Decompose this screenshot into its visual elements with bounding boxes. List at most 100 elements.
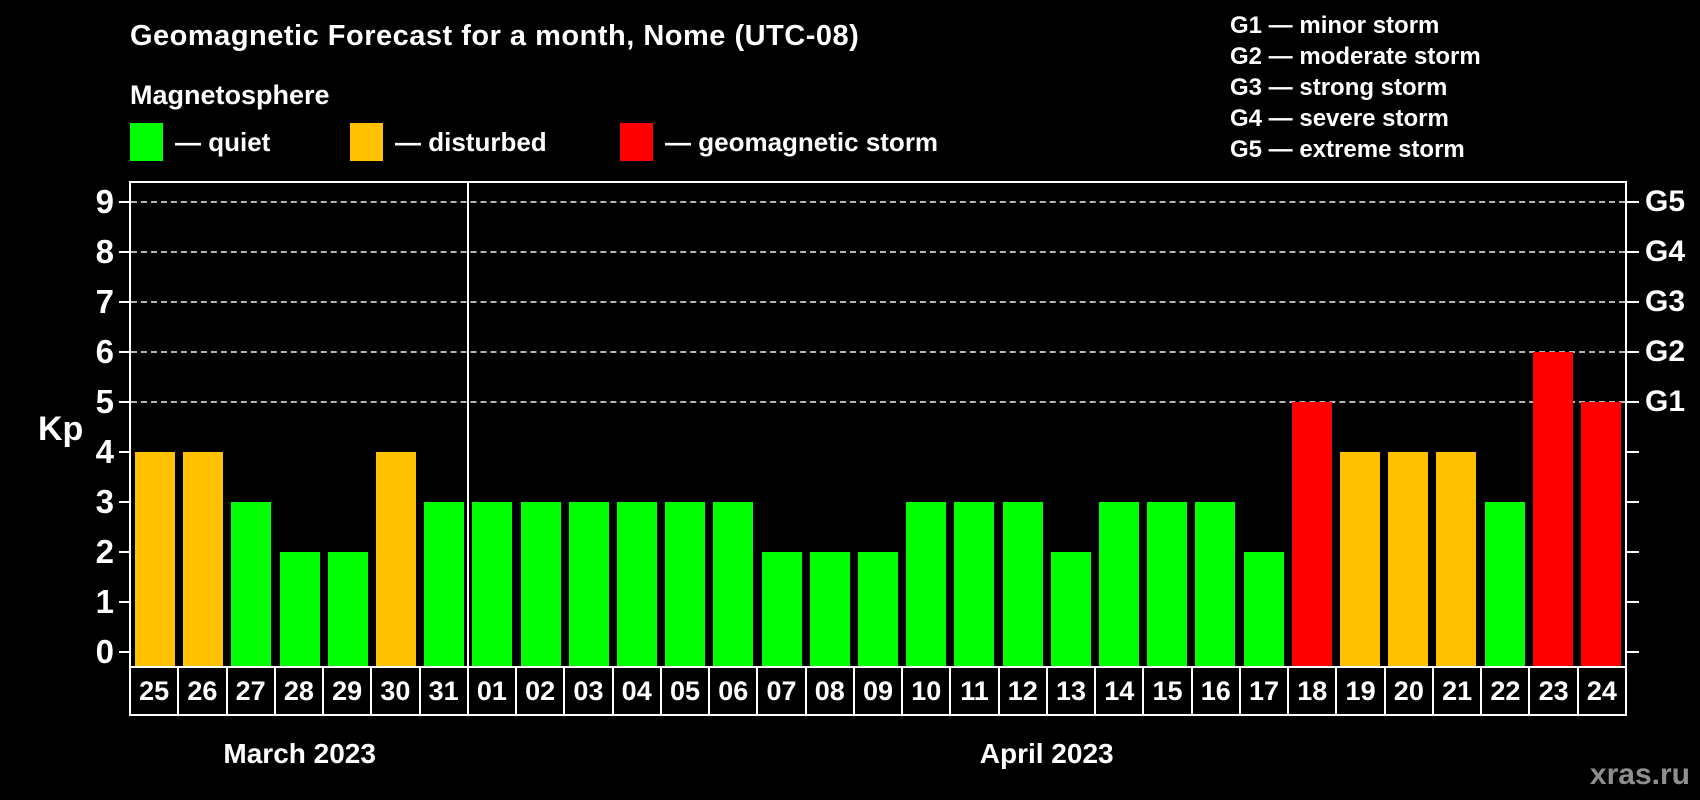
right-tick-kp1 bbox=[1627, 601, 1639, 603]
g-label-G3: G3 bbox=[1645, 285, 1686, 318]
month-label-april: April 2023 bbox=[979, 738, 1114, 769]
bars-layer bbox=[131, 183, 1625, 668]
right-tick-kp2 bbox=[1627, 551, 1639, 553]
day-label-28: 28 bbox=[275, 668, 323, 714]
right-tick-kp0 bbox=[1627, 651, 1639, 653]
chart-title: Geomagnetic Forecast for a month, Nome (… bbox=[130, 20, 860, 52]
day-label-23: 23 bbox=[1530, 668, 1577, 714]
kp-bar-day-17 bbox=[1243, 552, 1284, 668]
day-label-14: 14 bbox=[1096, 668, 1143, 714]
day-label-27: 27 bbox=[227, 668, 274, 714]
day-label-07: 07 bbox=[758, 668, 805, 714]
kp-tick-label-7: 7 bbox=[95, 283, 114, 320]
day-label-15: 15 bbox=[1144, 668, 1191, 714]
g-legend-line-4: G4 — severe storm bbox=[1230, 105, 1449, 132]
legend-item-quiet: — quiet bbox=[130, 122, 270, 162]
kp-tick-label-6: 6 bbox=[95, 333, 114, 370]
day-label-26: 26 bbox=[179, 668, 226, 714]
day-label-06: 06 bbox=[710, 668, 757, 714]
storm-color-swatch bbox=[620, 123, 653, 161]
disturbed-color-swatch bbox=[350, 123, 383, 161]
g-legend-line-5: G5 — extreme storm bbox=[1230, 136, 1465, 163]
kp-axis-title: Kp bbox=[38, 410, 84, 448]
kp-bar-day-08 bbox=[809, 552, 850, 668]
gridline-kp8 bbox=[131, 251, 1625, 253]
right-tick-kp5 bbox=[1627, 401, 1639, 403]
kp-bar-day-02 bbox=[520, 502, 561, 668]
kp-tick-label-5: 5 bbox=[95, 383, 114, 420]
day-label-row: 25 26 27 28 29 30 31 01 02 03 04 05 06 07 08 09 10 11 12 13… bbox=[129, 666, 1627, 716]
right-tick-kp7 bbox=[1627, 301, 1639, 303]
left-tick-kp8 bbox=[119, 251, 131, 253]
kp-bar-day-14 bbox=[1098, 502, 1139, 668]
left-tick-kp2 bbox=[119, 551, 131, 553]
day-label-13: 13 bbox=[1047, 668, 1095, 714]
kp-bar-day-01 bbox=[472, 502, 513, 668]
legend-item-storm: — geomagnetic storm bbox=[620, 122, 938, 162]
chart-subtitle: Magnetosphere bbox=[130, 80, 330, 110]
day-label-19: 19 bbox=[1337, 668, 1384, 714]
kp-bar-day-11 bbox=[954, 502, 995, 668]
day-label-20: 20 bbox=[1385, 668, 1432, 714]
kp-bar-day-20 bbox=[1388, 452, 1429, 668]
kp-tick-label-0: 0 bbox=[95, 633, 114, 670]
right-tick-kp4 bbox=[1627, 451, 1639, 453]
right-tick-kp9 bbox=[1627, 201, 1639, 203]
g-legend-line-3: G3 — strong storm bbox=[1230, 74, 1448, 101]
gridline-kp9 bbox=[131, 201, 1625, 203]
kp-bar-day-29 bbox=[327, 552, 368, 668]
kp-bar-day-26 bbox=[183, 452, 224, 668]
day-label-12: 12 bbox=[999, 668, 1046, 714]
kp-bar-day-03 bbox=[568, 502, 609, 668]
day-label-30: 30 bbox=[372, 668, 419, 714]
g-label-G4: G4 bbox=[1645, 235, 1686, 268]
left-tick-kp5 bbox=[119, 401, 131, 403]
kp-tick-label-9: 9 bbox=[95, 183, 114, 220]
day-label-03: 03 bbox=[565, 668, 612, 714]
day-label-09: 09 bbox=[854, 668, 902, 714]
kp-bar-day-18 bbox=[1291, 402, 1332, 668]
quiet-color-swatch bbox=[130, 123, 163, 161]
right-tick-kp3 bbox=[1627, 501, 1639, 503]
kp-tick-label-3: 3 bbox=[95, 483, 114, 520]
kp-bar-day-22 bbox=[1484, 502, 1525, 668]
kp-bar-day-13 bbox=[1050, 552, 1091, 668]
plot-top-border bbox=[129, 181, 1627, 183]
month-label-march: March 2023 bbox=[223, 738, 376, 769]
kp-bar-day-31 bbox=[424, 502, 465, 668]
left-tick-kp3 bbox=[119, 501, 131, 503]
kp-bar-day-06 bbox=[713, 502, 754, 668]
g-legend-line-1: G1 — minor storm bbox=[1230, 12, 1440, 39]
watermark: xras.ru bbox=[1589, 758, 1690, 791]
left-tick-kp0 bbox=[119, 651, 131, 653]
kp-tick-label-1: 1 bbox=[95, 583, 114, 620]
day-label-25: 25 bbox=[131, 668, 178, 714]
day-label-31: 31 bbox=[420, 668, 467, 714]
y-axis-right bbox=[1625, 181, 1627, 668]
day-label-08: 08 bbox=[806, 668, 853, 714]
kp-bar-day-24 bbox=[1580, 402, 1621, 668]
kp-bar-day-30 bbox=[376, 452, 417, 668]
left-tick-kp7 bbox=[119, 301, 131, 303]
gridline-kp7 bbox=[131, 301, 1625, 303]
right-tick-kp8 bbox=[1627, 251, 1639, 253]
gridline-kp6 bbox=[131, 351, 1625, 353]
day-label-16: 16 bbox=[1192, 668, 1239, 714]
kp-bar-day-19 bbox=[1339, 452, 1380, 668]
day-label-05: 05 bbox=[661, 668, 709, 714]
y-axis-left bbox=[129, 181, 131, 668]
kp-bar-day-16 bbox=[1195, 502, 1236, 668]
left-tick-kp1 bbox=[119, 601, 131, 603]
kp-tick-label-2: 2 bbox=[95, 533, 114, 570]
legend-label-disturbed: — disturbed bbox=[395, 126, 547, 157]
month-separator-line bbox=[467, 183, 470, 716]
kp-tick-label-8: 8 bbox=[95, 233, 114, 270]
left-tick-kp9 bbox=[119, 201, 131, 203]
kp-tick-label-4: 4 bbox=[95, 433, 114, 470]
kp-bar-day-12 bbox=[1002, 502, 1043, 668]
kp-bar-day-04 bbox=[617, 502, 658, 668]
day-label-10: 10 bbox=[903, 668, 950, 714]
day-label-21: 21 bbox=[1433, 668, 1481, 714]
day-label-18: 18 bbox=[1289, 668, 1336, 714]
